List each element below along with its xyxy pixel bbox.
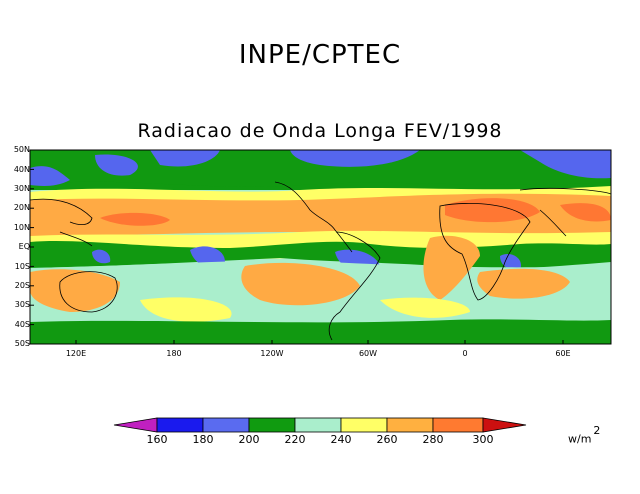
colorbar-swatch-260-280 bbox=[386, 417, 434, 433]
colorbar-label-220: 220 bbox=[284, 433, 306, 446]
colorbar-swatch-below-160 bbox=[113, 417, 158, 433]
colorbar-swatch-160-180 bbox=[156, 417, 204, 433]
colorbar-swatch-200-220 bbox=[248, 417, 296, 433]
map-title: Radiacao de Onda Longa FEV/1998 bbox=[137, 120, 503, 142]
lat-label-40n: 40N bbox=[13, 165, 30, 174]
lon-ticks bbox=[75, 340, 564, 344]
field-blue-nw bbox=[30, 166, 70, 186]
lat-label-30s: 30S bbox=[14, 300, 30, 309]
colorbar-label-260: 260 bbox=[376, 433, 398, 446]
lat-label-20n: 20N bbox=[13, 203, 30, 212]
lat-label-20s: 20S bbox=[14, 281, 30, 290]
colorbar bbox=[113, 417, 527, 433]
lat-label-50s: 50S bbox=[14, 339, 30, 348]
olr-field bbox=[30, 150, 611, 344]
lat-ticks bbox=[30, 149, 34, 345]
colorbar-swatch-280-300 bbox=[432, 417, 484, 433]
lon-label-60e: 60E bbox=[555, 349, 571, 358]
colorbar-label-300: 300 bbox=[472, 433, 494, 446]
organization-title: INPE/CPTEC bbox=[238, 40, 402, 70]
lon-label-0: 0 bbox=[462, 349, 468, 358]
lat-label-30n: 30N bbox=[13, 184, 30, 193]
colorbar-swatch-220-240 bbox=[294, 417, 342, 433]
colorbar-label-200: 200 bbox=[238, 433, 260, 446]
colorbar-swatch-180-200 bbox=[202, 417, 250, 433]
field-orange-south-aus bbox=[30, 269, 120, 312]
lon-label-120w: 120W bbox=[260, 349, 284, 358]
coastlines bbox=[30, 181, 611, 341]
lon-label-60w: 60W bbox=[358, 349, 378, 358]
colorbar-label-280: 280 bbox=[422, 433, 444, 446]
units-label: w/m2 bbox=[568, 424, 600, 446]
field-south-green bbox=[30, 319, 611, 344]
lat-label-10s: 10S bbox=[14, 262, 30, 271]
lat-label-50n: 50N bbox=[13, 145, 30, 154]
colorbar-swatch-above-300 bbox=[482, 417, 527, 433]
lon-label-180: 180 bbox=[166, 349, 182, 358]
lat-label-10n: 10N bbox=[13, 223, 30, 232]
units-text: w/m bbox=[568, 432, 592, 446]
colorbar-label-240: 240 bbox=[330, 433, 352, 446]
lat-label-eq: EQ bbox=[18, 242, 30, 251]
units-exponent: 2 bbox=[593, 424, 601, 437]
lat-label-40s: 40S bbox=[14, 320, 30, 329]
colorbar-swatch-240-260 bbox=[340, 417, 388, 433]
colorbar-label-160: 160 bbox=[146, 433, 168, 446]
lon-label-120e: 120E bbox=[65, 349, 87, 358]
colorbar-label-180: 180 bbox=[192, 433, 214, 446]
